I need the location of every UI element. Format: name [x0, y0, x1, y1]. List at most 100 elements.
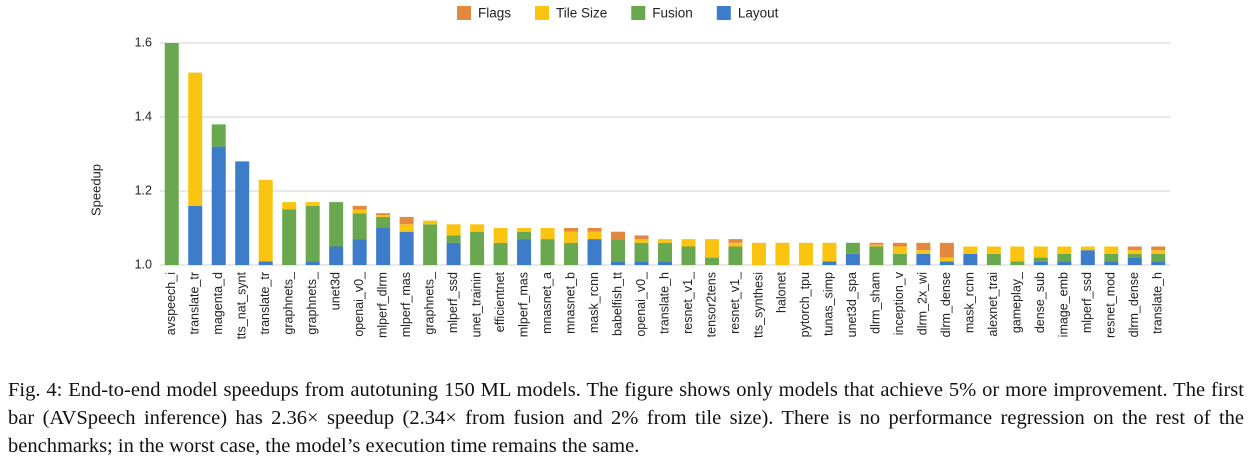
bar-segment [587, 231, 602, 240]
bar-segment [1127, 253, 1142, 258]
bar-segment [470, 224, 485, 232]
bar-segment [564, 231, 579, 243]
bar-segment [517, 228, 532, 232]
bar-segment [1033, 257, 1048, 262]
bar-segment [939, 261, 954, 265]
bar-segment [376, 213, 391, 216]
bar-segment [376, 215, 391, 217]
y-axis-label: Speedup [88, 164, 103, 216]
bar-segment [869, 242, 884, 245]
bar-segment [986, 246, 1001, 254]
bar-segment [822, 242, 837, 262]
bar-segment [540, 239, 555, 265]
bar-segment [611, 231, 626, 240]
x-tick-label: mlperf_mas [399, 272, 413, 337]
bar-segment [188, 205, 203, 265]
bar-segment [869, 246, 884, 265]
bar-segment [611, 261, 626, 265]
bar-segment [329, 246, 344, 265]
bar-segment [1010, 246, 1025, 262]
x-tick-label: tts_nat_synt [235, 271, 249, 339]
x-tick-label: mlperf_mas [516, 272, 530, 337]
bar-segment [282, 202, 297, 210]
bar-segment [493, 242, 508, 265]
bar-segment [423, 224, 438, 265]
bar-segment [446, 242, 461, 265]
legend-swatch [716, 6, 731, 20]
x-tick-label: alexnet_trai [986, 272, 1000, 337]
y-tick-label: 1.2 [135, 183, 152, 197]
x-tick-label: mlperf_dlrm [375, 272, 389, 338]
bar-segment [1151, 246, 1166, 251]
bar-segment [1057, 261, 1072, 265]
caption: Fig. 4: End-to-end model speedups from a… [8, 379, 1244, 457]
bar-segment [1151, 250, 1166, 254]
bar-segment [564, 228, 579, 232]
bar-segment [728, 239, 743, 243]
bar-segment [376, 216, 391, 228]
bar-segment [681, 239, 696, 247]
x-tick-label: tensor2tens [704, 272, 718, 337]
bar-segment [1127, 250, 1142, 254]
x-tick-label: dlrm_2x_wi [916, 272, 930, 335]
bar-segment [446, 224, 461, 236]
x-tick-label: mlperf_ssd [446, 272, 460, 333]
bar-segment [822, 261, 837, 265]
x-tick-label: babelfish_tt [610, 271, 624, 335]
x-tick-label: halonet [775, 271, 789, 313]
bar-segment [634, 239, 649, 243]
bar-segment [845, 242, 860, 254]
bar-segment [352, 213, 367, 240]
bar-segment [587, 228, 602, 232]
bar-segment [305, 202, 320, 206]
bar-segment [470, 231, 485, 265]
bar-segment [1033, 261, 1048, 265]
bar-segment [399, 216, 414, 225]
legend-label: Tile Size [556, 6, 607, 21]
x-tick-label: openai_v0_ [352, 271, 366, 337]
bar-segment [517, 239, 532, 265]
bar-segment [329, 202, 344, 247]
x-tick-label: gameplay_ [1010, 271, 1024, 333]
x-tick-label: tts_synthesi [751, 272, 765, 338]
bar-segment [892, 253, 907, 265]
bars [164, 43, 1166, 265]
bar-segment [658, 242, 672, 262]
bar-segment [446, 235, 461, 243]
x-tick-label: graphnets_ [281, 271, 295, 335]
bar-segment [423, 220, 438, 225]
bar-segment [634, 261, 649, 265]
legend-swatch [631, 6, 646, 20]
x-tick-label: mnasnet_a [540, 272, 554, 334]
x-tick-label: openai_v0_ [634, 271, 648, 337]
y-tick-label: 1.4 [135, 109, 152, 123]
legend-label: Layout [738, 6, 779, 21]
x-tick-label: unet3d_spa [845, 272, 859, 337]
x-tick-label: magenta_d [211, 272, 225, 335]
x-tick-label: graphnets_ [422, 271, 436, 335]
bar-segment [1057, 246, 1072, 254]
legend-label: Flags [478, 6, 511, 21]
bar-segment [634, 235, 649, 240]
x-tick-label: unet_trainin [469, 272, 483, 337]
x-tick-label: translate_h [657, 272, 671, 334]
bar-segment [1151, 261, 1166, 265]
bar-segment [728, 246, 743, 265]
bar-segment [540, 228, 555, 240]
bar-segment [611, 239, 626, 262]
bar-segment [704, 239, 719, 258]
bar-segment [916, 253, 931, 265]
x-tick-label: unet3d [328, 272, 342, 310]
bar-segment [916, 242, 931, 251]
x-tick-label: mask_rcnn [587, 272, 601, 333]
bar-segment [1080, 250, 1095, 265]
bar-segment [517, 231, 532, 240]
x-tick-label: dlrm_dense [1127, 272, 1141, 337]
bar-segment [399, 224, 414, 232]
bar-segment [963, 253, 978, 265]
bar-segment [493, 228, 508, 243]
bar-segment [211, 124, 226, 147]
bar-segment [1033, 246, 1048, 258]
bar-segment [728, 242, 743, 247]
bar-segment [775, 242, 790, 265]
